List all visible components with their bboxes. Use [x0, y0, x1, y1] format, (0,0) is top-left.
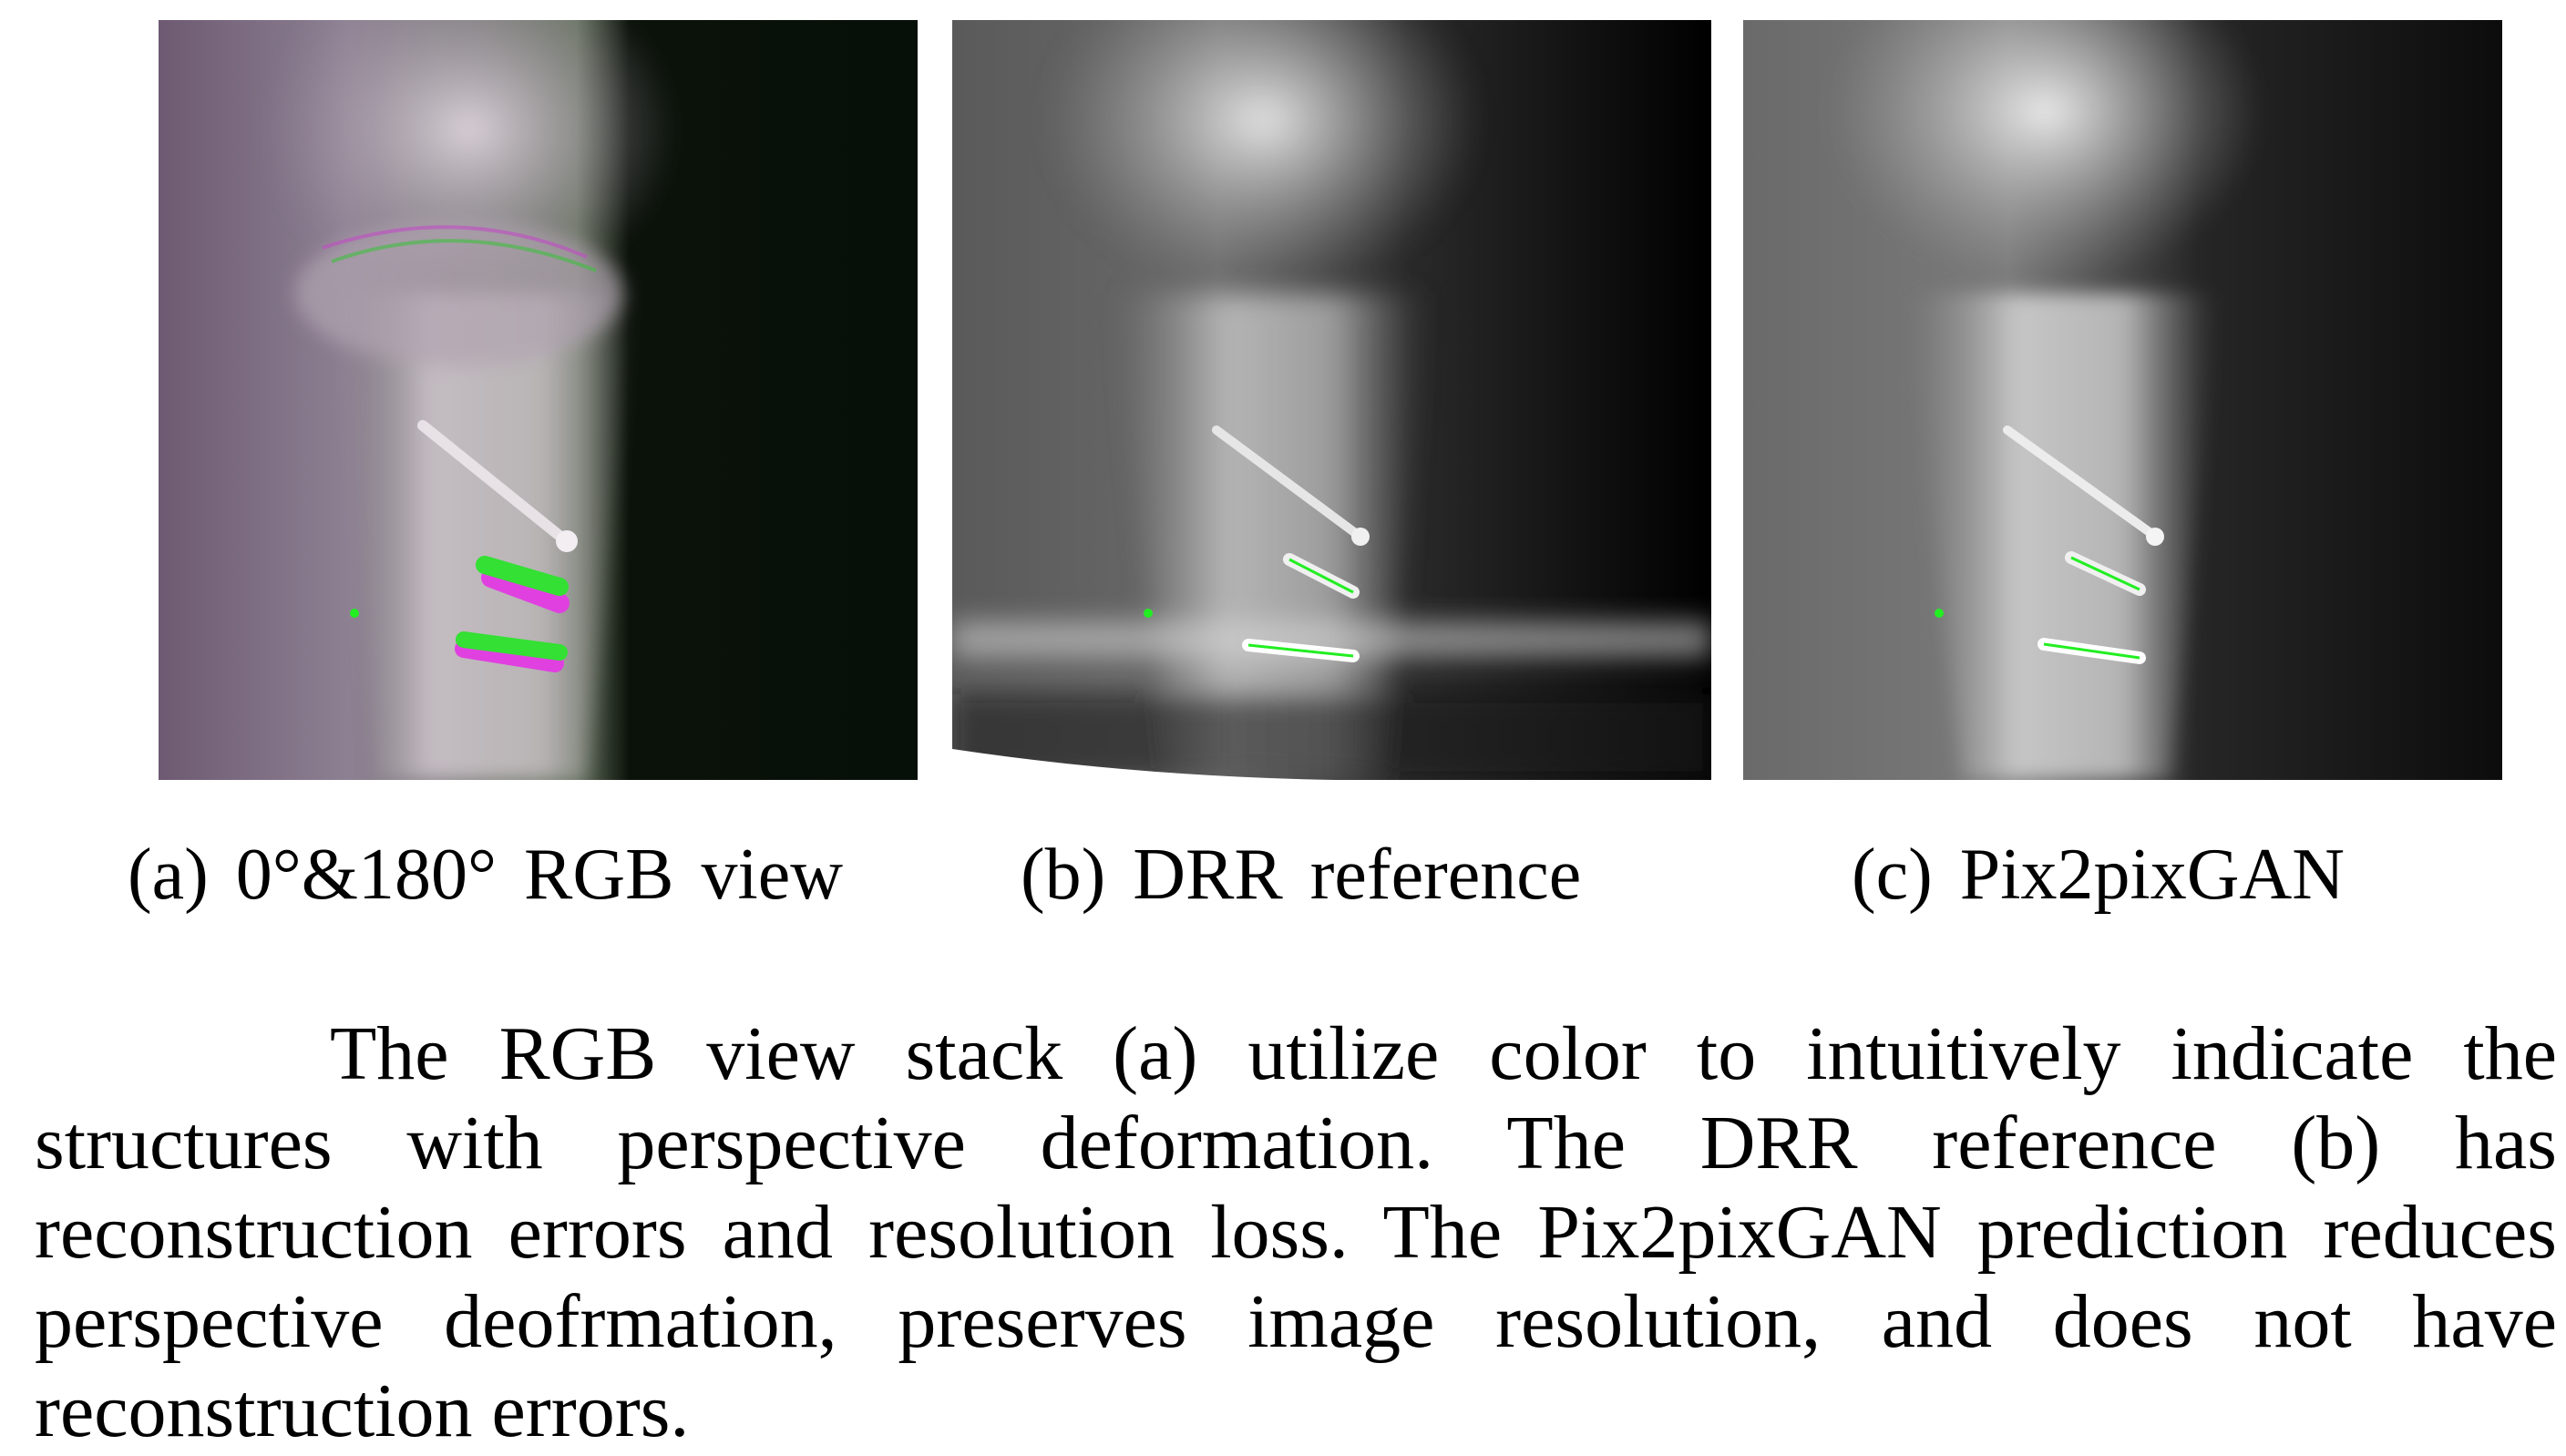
- subcaption-a: (a) 0°&180° RGB view: [128, 825, 843, 925]
- subcaption-b-label: (b): [1021, 835, 1106, 915]
- subcaption-c: (c) Pix2pixGAN: [1852, 825, 2345, 925]
- rgb-view-image: [159, 20, 918, 780]
- subcaption-c-label: (c): [1852, 835, 1933, 915]
- subcaption-b-title: DRR reference: [1133, 835, 1582, 915]
- subcaption-b: (b) DRR reference: [1021, 825, 1581, 925]
- subcaption-a-label: (a): [128, 835, 209, 915]
- drr-reference-image: [952, 20, 1711, 780]
- pix2pixgan-image: [1743, 20, 2502, 780]
- subcaption-a-title: 0°&180° RGB view: [235, 835, 844, 915]
- figure-caption: The RGB view stack (a) utilize color to …: [35, 1011, 2557, 1453]
- subcaption-c-title: Pix2pixGAN: [1959, 835, 2345, 915]
